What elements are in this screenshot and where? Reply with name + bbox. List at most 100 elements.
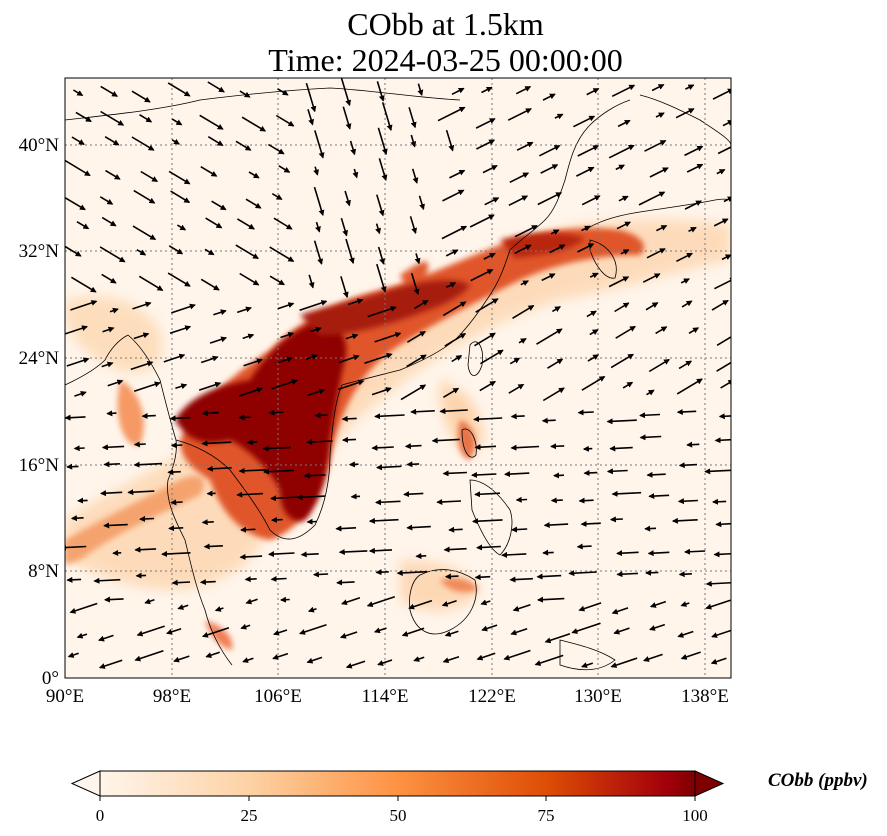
colorbar-label: CObb (ppbv) [768, 770, 868, 791]
wind-arrow [611, 490, 642, 497]
wind-arrow [76, 632, 88, 639]
wind-arrow [168, 245, 184, 255]
wind-arrow [509, 357, 521, 365]
wind-arrow [704, 468, 731, 475]
wind-arrow [586, 310, 597, 318]
wind-arrow [616, 221, 631, 230]
wind-arrow [267, 143, 285, 155]
wind-arrow [475, 298, 499, 313]
wind-arrow [139, 114, 153, 123]
wind-arrow [451, 87, 465, 96]
wind-arrow [404, 443, 422, 450]
wind-arrow [305, 354, 319, 361]
wind-arrow [411, 168, 419, 184]
wind-arrow [676, 378, 703, 395]
wind-arrow [70, 515, 84, 522]
x-tick-label: 90°E [46, 686, 84, 707]
wind-arrow [245, 598, 258, 605]
wind-arrow [214, 606, 224, 612]
wind-arrow [554, 113, 564, 120]
wind-arrow [299, 623, 327, 635]
wind-arrow [480, 599, 491, 606]
wind-arrow [550, 229, 560, 236]
wind-arrow [509, 576, 533, 583]
wind-arrow [710, 657, 727, 665]
wind-arrow [655, 326, 668, 335]
wind-arrow [375, 223, 381, 235]
wind-arrow [518, 338, 527, 344]
wind-arrow [714, 437, 731, 444]
wind-arrow [306, 438, 333, 445]
wind-arrow [721, 254, 731, 261]
wind-arrow [606, 468, 628, 475]
wind-arrow [133, 381, 161, 393]
wind-arrow [161, 550, 191, 557]
wind-arrow [549, 244, 566, 254]
wind-arrow [248, 171, 260, 179]
wind-arrow [345, 660, 366, 669]
wind-arrow [678, 462, 698, 469]
wind-arrow [712, 498, 727, 505]
wind-arrow [65, 196, 86, 211]
wind-arrow [723, 196, 731, 203]
wind-arrow [717, 146, 731, 155]
wind-arrow [300, 551, 319, 558]
wind-arrow [712, 88, 731, 100]
wind-arrow [364, 352, 393, 365]
y-tick-label: 24°N [19, 348, 60, 369]
wind-arrow [340, 78, 352, 107]
wind-arrow [335, 525, 357, 532]
wind-arrow [242, 657, 254, 663]
wind-arrow [568, 570, 597, 577]
wind-arrow [615, 164, 625, 171]
wind-arrow [713, 551, 731, 558]
wind-arrow [245, 198, 262, 209]
wind-arrow [685, 84, 695, 91]
x-tick-label: 98°E [153, 686, 191, 707]
wind-arrow [639, 434, 662, 441]
wind-arrow [168, 525, 184, 532]
wind-arrow [718, 413, 731, 420]
wind-arrow [647, 550, 670, 557]
colorbar-tick-label: 100 [682, 806, 708, 825]
wind-arrow [66, 357, 90, 367]
wind-arrow [102, 326, 115, 333]
colorbar-extend-min [70, 770, 101, 797]
wind-arrow [501, 551, 527, 558]
wind-arrow [377, 246, 386, 265]
colorbar-extend-max [694, 770, 725, 797]
wind-arrow [368, 517, 399, 524]
wind-arrow [684, 548, 706, 555]
wind-arrow [138, 275, 164, 291]
wind-arrow [680, 278, 690, 284]
wind-arrow [127, 489, 155, 496]
wind-arrow [481, 86, 493, 94]
wind-arrow [177, 604, 189, 610]
wind-arrow [341, 597, 361, 606]
wind-arrow [312, 571, 329, 578]
wind-arrow [134, 650, 164, 662]
wind-arrow [514, 224, 538, 238]
wind-arrow [686, 163, 704, 173]
wind-arrow [307, 388, 326, 397]
wind-arrow [100, 110, 125, 126]
wind-arrow [616, 550, 639, 557]
wind-arrow [571, 622, 601, 634]
wind-arrow [442, 189, 465, 202]
wind-arrow [479, 380, 496, 392]
wind-arrow [377, 127, 388, 155]
wind-arrow [474, 444, 497, 451]
wind-arrow [340, 276, 349, 299]
wind-arrow [503, 649, 531, 661]
wind-arrow [205, 651, 220, 658]
x-axis-labels: 90°E 98°E 106°E 114°E 122°E 130°E 138°E [46, 686, 729, 707]
wind-arrow [278, 165, 291, 173]
wind-arrow [515, 496, 528, 503]
wind-arrow [620, 249, 630, 255]
y-tick-label: 32°N [19, 241, 60, 262]
colorbar-gradient [100, 771, 695, 796]
wind-arrow [474, 491, 501, 498]
wind-arrow [200, 355, 219, 364]
wind-arrow [476, 652, 496, 661]
y-tick-label: 8°N [28, 561, 59, 582]
